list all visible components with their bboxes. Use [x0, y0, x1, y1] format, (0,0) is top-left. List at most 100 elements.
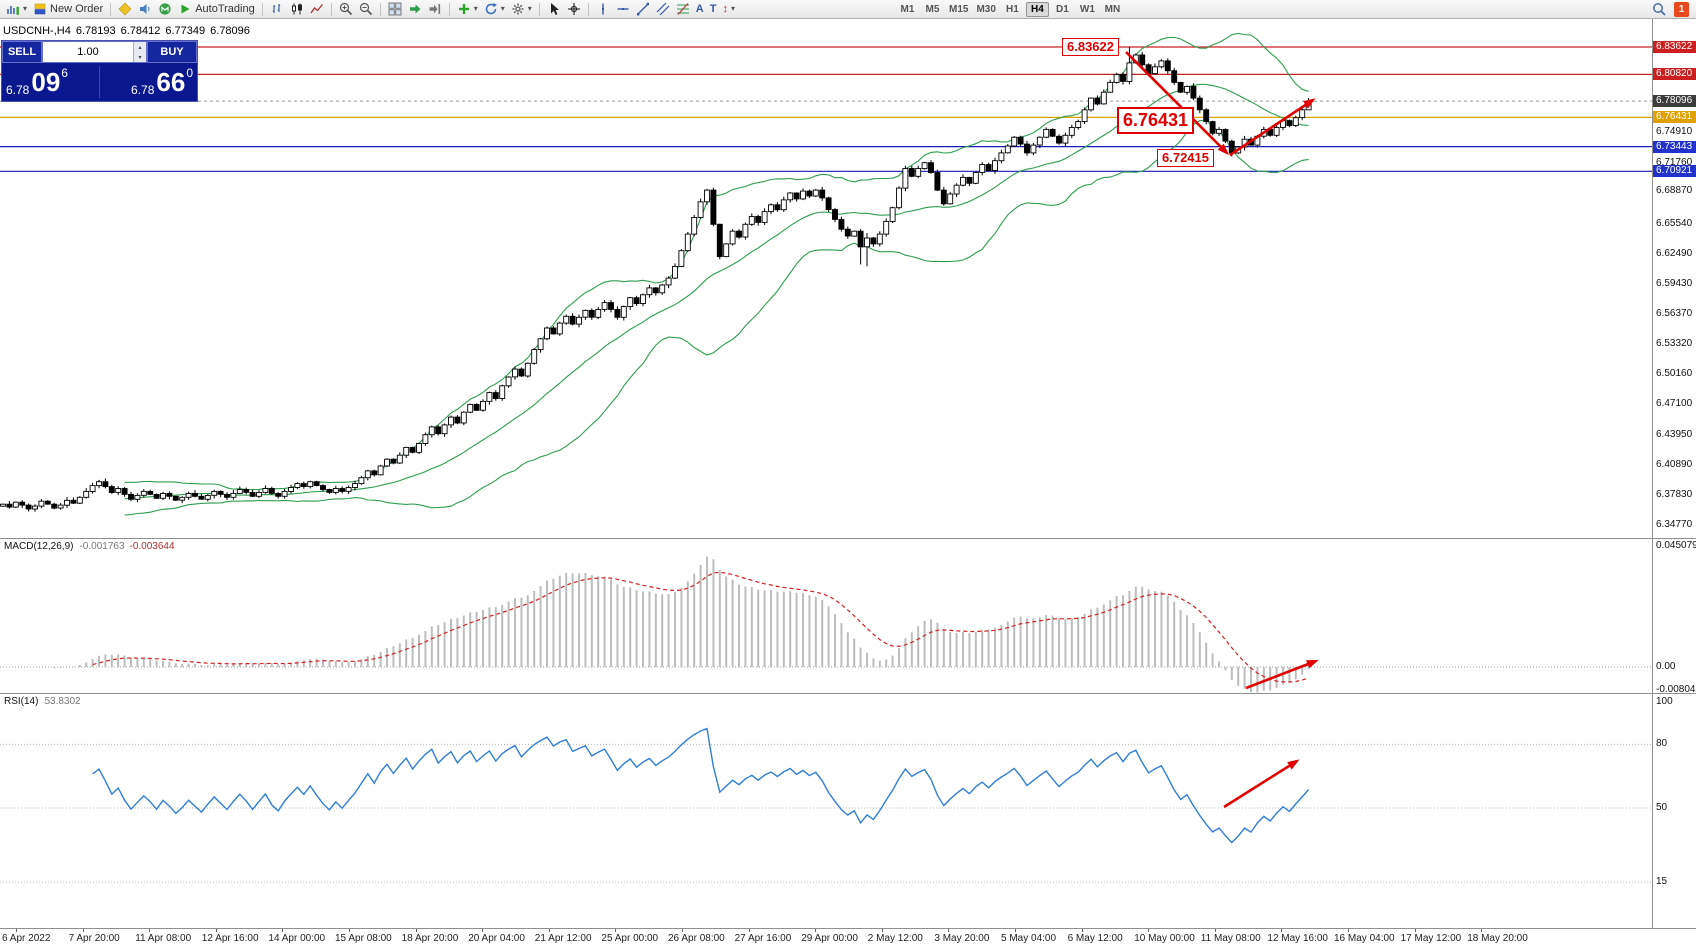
time-axis-label: 12 Apr 16:00	[201, 933, 259, 944]
time-axis-label: 27 Apr 16:00	[734, 933, 792, 944]
time-axis-label: 12 May 16:00	[1267, 933, 1328, 944]
rsi-header: RSI(14) 53.8302	[4, 696, 81, 707]
bid-price-pip-digit: 6	[61, 66, 68, 80]
time-axis-label: 2 May 12:00	[867, 933, 923, 944]
timeframe-button-m5[interactable]: M5	[925, 3, 940, 15]
ask-price-display[interactable]: 6.78 66 0	[100, 63, 197, 101]
line-chart-button[interactable]	[307, 1, 327, 18]
close-value: 6.78096	[210, 25, 250, 37]
text-tool-button[interactable]: A	[693, 1, 707, 18]
cursor-tool-button[interactable]	[544, 1, 564, 18]
search-icon[interactable]	[1652, 2, 1666, 16]
chevron-down-icon: ▾	[473, 4, 478, 13]
volume-field: ▴ ▾	[42, 41, 147, 63]
mql-community-button[interactable]	[155, 1, 175, 18]
macd-name: MACD(12,26,9)	[4, 541, 74, 552]
periods-button[interactable]: ▾	[481, 1, 508, 18]
ask-price-pip-digit: 0	[186, 66, 193, 80]
timeframe-button-h4[interactable]: H4	[1025, 1, 1049, 17]
autotrading-label: AutoTrading	[195, 3, 255, 15]
scale-tick: 15	[1656, 876, 1668, 888]
toolbar-right: 1	[1652, 1, 1693, 17]
scale-tick: 6.65540	[1656, 217, 1693, 229]
one-click-trading-panel: SELL ▴ ▾ BUY 6.78 09 6 6.78	[1, 40, 198, 102]
templates-button[interactable]: ▾	[508, 1, 535, 18]
channel-tool-button[interactable]	[653, 1, 673, 18]
horizontal-line-tool-button[interactable]	[613, 1, 633, 18]
time-axis[interactable]: 6 Apr 2022 7 Apr 20:00 11 Apr 08:00 12 Apr …	[0, 928, 1696, 945]
price-chart-canvas[interactable]	[0, 19, 1652, 538]
buy-button[interactable]: BUY	[147, 41, 197, 63]
timeframe-button-w1[interactable]: W1	[1079, 3, 1095, 15]
macd-canvas[interactable]	[0, 538, 1652, 693]
time-axis-label: 20 Apr 04:00	[468, 933, 525, 944]
volume-decrease-button[interactable]: ▾	[134, 52, 146, 62]
zoom-out-button[interactable]	[356, 1, 376, 18]
trendline-tool-button[interactable]	[633, 1, 653, 18]
time-axis-label: 5 May 04:00	[1001, 933, 1057, 944]
scale-tick: 6.62490	[1656, 247, 1693, 259]
scale-tick: 6.74910	[1656, 126, 1693, 138]
toolbar-separator	[330, 2, 332, 16]
pane-separator[interactable]	[0, 693, 1696, 694]
metaeditor-button[interactable]	[115, 1, 135, 18]
macd-indicator-pane: MACD(12,26,9) -0.001763 -0.003644	[0, 538, 1652, 693]
volume-input[interactable]	[43, 42, 133, 62]
candlestick-chart-icon	[291, 3, 302, 15]
toolbar-separator	[587, 2, 589, 16]
chart-shift-icon	[429, 4, 440, 14]
macd-signal-value: -0.003644	[129, 541, 175, 552]
new-chart-icon	[7, 6, 19, 15]
price-annotation-label[interactable]: 6.83622	[1062, 38, 1119, 57]
bid-price-display[interactable]: 6.78 09 6	[2, 63, 99, 101]
zoom-in-button[interactable]	[336, 1, 356, 18]
auto-scroll-button[interactable]	[405, 1, 425, 18]
time-axis-label: 14 Apr 00:00	[268, 933, 326, 944]
arrows-tool-button[interactable]: ↕ ▾	[719, 1, 738, 18]
text-tool-icon: A	[695, 2, 704, 15]
time-axis-label: 17 May 12:00	[1400, 933, 1462, 944]
tile-windows-button[interactable]	[385, 1, 405, 18]
chart-shift-button[interactable]	[425, 1, 445, 18]
time-axis-label: 18 Apr 20:00	[401, 933, 459, 944]
zoom-in-icon	[339, 2, 352, 16]
time-axis-label: 7 Apr 20:00	[68, 933, 120, 944]
crosshair-tool-button[interactable]	[564, 1, 584, 18]
price-scale-axis[interactable]: 6.83622 6.80820 6.78096 6.76431 6.74910 6.734…	[1652, 19, 1696, 928]
scale-tick: 0.00	[1656, 661, 1676, 672]
vertical-line-icon	[601, 3, 604, 15]
volume-increase-button[interactable]: ▴	[134, 42, 146, 52]
sound-button[interactable]	[135, 1, 155, 18]
timeframe-button-m15[interactable]: M15	[948, 3, 969, 15]
sell-button[interactable]: SELL	[2, 41, 42, 63]
fibonacci-tool-button[interactable]	[673, 1, 693, 18]
price-annotation-label[interactable]: 6.72415	[1157, 149, 1214, 168]
timeframe-button-m30[interactable]: M30	[976, 3, 996, 15]
timeframe-button-m1[interactable]: M1	[900, 3, 915, 15]
rsi-canvas[interactable]	[0, 693, 1652, 928]
notifications-badge[interactable]: 1	[1674, 1, 1689, 17]
scale-tick: 6.73443	[1653, 140, 1696, 153]
candlestick-chart-button[interactable]	[287, 1, 307, 18]
pane-separator[interactable]	[0, 538, 1696, 539]
bar-chart-button[interactable]	[267, 1, 287, 18]
label-tool-button[interactable]: T	[707, 1, 720, 18]
indicators-button[interactable]: ▾	[454, 1, 481, 18]
time-axis-label: 15 Apr 08:00	[335, 933, 392, 944]
vertical-line-tool-button[interactable]	[593, 1, 613, 18]
time-axis-label: 21 Apr 12:00	[534, 933, 592, 944]
chevron-down-icon: ▾	[500, 4, 505, 13]
timeframe-button-d1[interactable]: D1	[1055, 3, 1069, 15]
scale-tick: 6.40890	[1656, 459, 1693, 471]
new-chart-button[interactable]: ▾	[3, 1, 30, 18]
arrows-tool-icon: ↕	[722, 2, 728, 15]
autotrading-button[interactable]: AutoTrading	[175, 1, 258, 18]
scale-tick: 6.56370	[1656, 307, 1693, 319]
new-order-button[interactable]: New Order	[30, 1, 106, 18]
timeframe-button-h1[interactable]: H1	[1005, 3, 1019, 15]
timeframe-button-mn[interactable]: MN	[1104, 3, 1121, 15]
price-annotation-label[interactable]: 6.76431	[1117, 107, 1195, 134]
scale-tick: 6.71760	[1656, 157, 1693, 169]
scale-tick: 6.43950	[1656, 429, 1693, 441]
toolbar-separator	[448, 2, 450, 16]
